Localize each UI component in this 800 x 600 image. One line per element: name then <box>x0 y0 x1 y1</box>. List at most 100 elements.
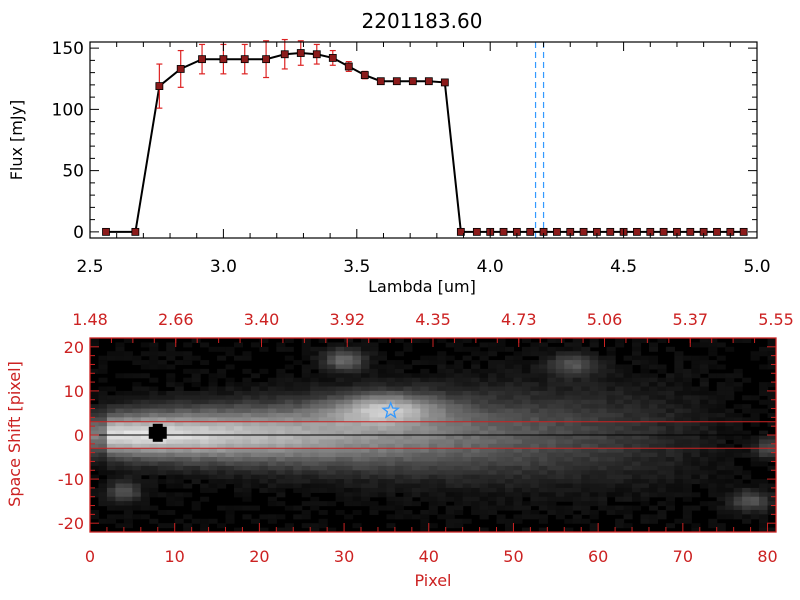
heatmap-cell <box>149 443 159 449</box>
heatmap-cell <box>572 382 582 388</box>
heatmap-cell <box>699 461 709 467</box>
heatmap-cell <box>496 483 506 489</box>
heatmap-cell <box>115 355 125 361</box>
heatmap-cell <box>242 355 252 361</box>
heatmap-cell <box>403 421 413 427</box>
heatmap-cell <box>98 360 108 366</box>
heatmap-cell <box>615 443 625 449</box>
heatmap-cell <box>589 404 599 410</box>
heatmap-cell <box>369 426 379 432</box>
heatmap-cell <box>555 390 565 396</box>
heatmap-cell <box>699 404 709 410</box>
heatmap-cell <box>225 505 235 511</box>
heatmap-cell <box>132 439 142 445</box>
heatmap-cell <box>555 465 565 471</box>
heatmap-cell <box>615 377 625 383</box>
heatmap-cell <box>767 412 776 418</box>
heatmap-cell <box>615 426 625 432</box>
heatmap-cell <box>589 487 599 493</box>
heatmap-cell <box>98 457 108 463</box>
heatmap-cell <box>361 443 371 449</box>
heatmap-cell <box>471 483 481 489</box>
heatmap-cell <box>259 452 269 458</box>
heatmap-cell <box>606 377 616 383</box>
heatmap-cell <box>369 377 379 383</box>
heatmap-cell <box>318 421 328 427</box>
heatmap-cell <box>521 505 531 511</box>
heatmap-cell <box>301 373 311 379</box>
heatmap-cell <box>488 346 498 352</box>
heatmap-cell <box>267 399 277 405</box>
heatmap-cell <box>386 461 396 467</box>
heatmap-cell <box>318 448 328 454</box>
heatmap-cell <box>699 430 709 436</box>
heatmap-cell <box>454 457 464 463</box>
heatmap-cell <box>98 452 108 458</box>
heatmap-cell <box>386 439 396 445</box>
heatmap-cell <box>513 457 523 463</box>
heatmap-cell <box>386 479 396 485</box>
heatmap-cell <box>691 430 701 436</box>
heatmap-cell <box>759 448 769 454</box>
heatmap-cell <box>166 496 176 502</box>
heatmap-cell <box>301 487 311 493</box>
heatmap-cell <box>708 452 718 458</box>
heatmap-cell <box>115 470 125 476</box>
heatmap-cell <box>640 338 650 344</box>
heatmap-cell <box>657 439 667 445</box>
heatmap-cell <box>225 404 235 410</box>
heatmap-cell <box>462 412 472 418</box>
heatmap-cell <box>504 395 515 401</box>
heatmap-cell <box>674 457 684 463</box>
heatmap-cell <box>123 395 133 401</box>
heatmap-cell <box>555 364 565 370</box>
heatmap-cell <box>327 346 337 352</box>
heatmap-cell <box>242 514 252 520</box>
heatmap-cell <box>403 443 413 449</box>
heatmap-cell <box>191 421 201 427</box>
heatmap-cell <box>250 421 260 427</box>
image-plot: 0 10 20 30 40 50 60 70 801.48 2.66 3.40 3.92 4.35 4.7… <box>58 310 794 566</box>
heatmap-cell <box>716 430 726 436</box>
heatmap-cell <box>301 430 311 436</box>
heatmap-cell <box>377 479 388 485</box>
heatmap-cell <box>674 399 684 405</box>
heatmap-cell <box>98 501 108 507</box>
heatmap-cell <box>335 448 345 454</box>
heatmap-cell <box>318 470 328 476</box>
heatmap-cell <box>471 457 481 463</box>
heatmap-cell <box>310 465 320 471</box>
heatmap-cell <box>733 430 743 436</box>
heatmap-cell <box>547 360 557 366</box>
heatmap-cell <box>140 487 150 493</box>
heatmap-cell <box>682 452 692 458</box>
heatmap-cell <box>437 399 447 405</box>
heatmap-cell <box>318 364 328 370</box>
heatmap-cell <box>233 470 244 476</box>
heatmap-cell <box>149 355 159 361</box>
heatmap-cell <box>530 360 540 366</box>
heatmap-cell <box>479 443 489 449</box>
heatmap-cell <box>598 474 608 480</box>
heatmap-cell <box>123 412 133 418</box>
heatmap-cell <box>361 479 371 485</box>
heatmap-cell <box>411 448 421 454</box>
heatmap-cell <box>217 523 227 529</box>
heatmap-cell <box>547 351 557 357</box>
heatmap-cell <box>598 479 608 485</box>
heatmap-cell <box>657 390 667 396</box>
heatmap-cell <box>361 382 371 388</box>
heatmap-cell <box>640 390 650 396</box>
heatmap-cell <box>547 487 557 493</box>
heatmap-cell <box>242 417 252 423</box>
heatmap-cell <box>335 399 345 405</box>
heatmap-cell <box>555 346 565 352</box>
heatmap-cell <box>555 483 565 489</box>
heatmap-cell <box>225 479 235 485</box>
heatmap-cell <box>200 342 210 348</box>
heatmap-cell <box>352 470 362 476</box>
heatmap-cell <box>767 439 776 445</box>
heatmap-cell <box>445 474 455 480</box>
heatmap-cell <box>411 430 421 436</box>
heatmap-cell <box>149 448 159 454</box>
